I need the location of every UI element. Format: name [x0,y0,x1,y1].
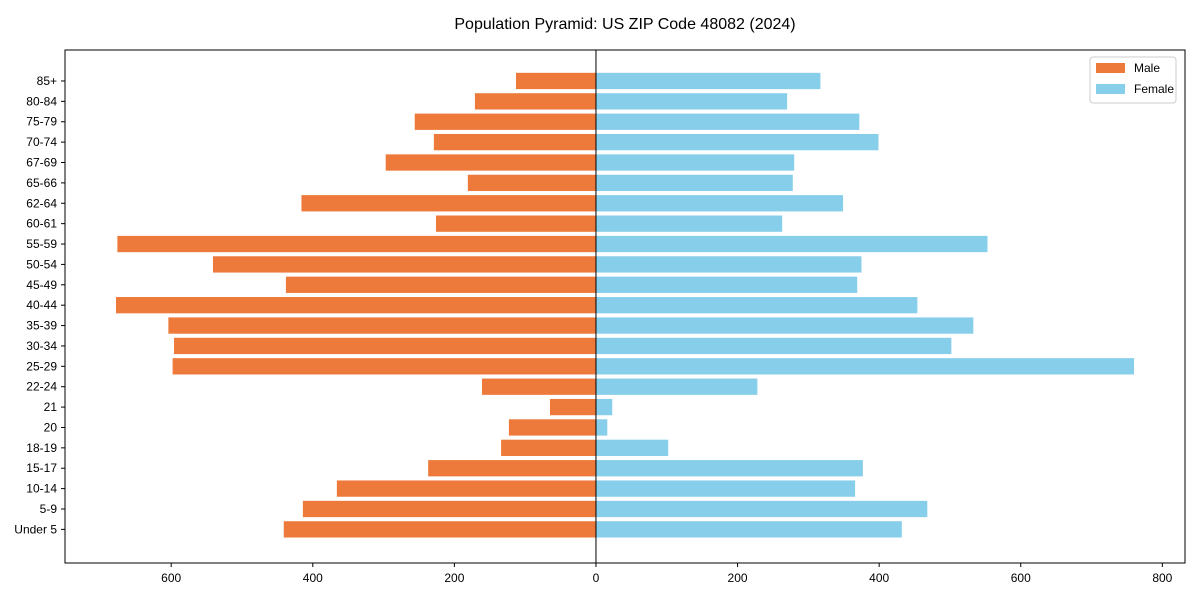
bar-female-75-79 [595,113,860,130]
bar-male-22-24 [481,378,596,395]
y-tick-label: 62-64 [26,196,57,210]
x-tick-label: 400 [303,571,323,585]
y-tick-label: 30-34 [26,339,57,353]
bar-male-85+ [515,72,596,90]
bar-male-40-44 [115,297,596,314]
legend-label-male: Male [1134,61,1160,75]
bar-female-50-54 [595,256,862,273]
legend: Male Female [1089,56,1177,104]
y-tick-label: 18-19 [26,441,57,455]
bar-male-60-61 [435,215,596,232]
y-tick-label: 67-69 [26,156,57,170]
bar-female-60-61 [595,215,783,232]
bar-male-70-74 [433,133,596,151]
bar-male-18-19 [501,439,596,456]
bar-male-62-64 [301,195,596,212]
bar-female-21 [595,398,613,416]
bar-male-30-34 [174,337,596,355]
y-tick-label: 35-39 [26,319,57,333]
bar-male-55-59 [117,235,596,253]
bar-female-80-84 [595,93,788,110]
bar-male-20 [508,419,596,436]
bar-female-5-9 [595,500,928,518]
bar-female-30-34 [595,337,952,355]
chart-title: Population Pyramid: US ZIP Code 48082 (2… [454,16,795,33]
bar-male-5-9 [302,500,596,518]
bar-female-55-59 [595,235,988,253]
bar-male-67-69 [385,154,596,171]
x-tick-label: 200 [728,571,748,585]
bar-female-25-29 [595,358,1135,375]
bar-female-15-17 [595,460,863,477]
bar-female-45-49 [595,276,858,293]
y-tick-label: 10-14 [26,482,57,496]
y-tick-label: 5-9 [40,502,58,516]
legend-label-female: Female [1134,82,1174,96]
x-tick-label: 600 [161,571,181,585]
y-tick-label: 65-66 [26,176,57,190]
bar-male-80-84 [474,93,596,110]
bar-female-22-24 [595,378,758,395]
x-tick-label: 600 [1011,571,1031,585]
bar-male-45-49 [285,276,596,293]
bar-male-15-17 [428,460,596,477]
bar-female-35-39 [595,317,974,334]
bar-male-35-39 [168,317,596,334]
y-tick-label: 80-84 [26,94,57,108]
x-tick-label: 0 [593,571,600,585]
legend-swatch-male [1096,63,1125,73]
y-tick-label: 22-24 [26,380,57,394]
y-tick-label: 15-17 [26,461,57,475]
bar-female-18-19 [595,439,669,456]
y-tick-label: 45-49 [26,278,57,292]
bar-male-25-29 [172,358,596,375]
y-tick-label: 60-61 [26,217,57,231]
y-tick-label: 50-54 [26,257,57,271]
x-tick-label: 400 [869,571,889,585]
bar-female-70-74 [595,133,879,151]
y-tick-label: 40-44 [26,298,57,312]
x-tick-label: 200 [444,571,464,585]
bar-female-Under 5 [595,521,902,538]
bar-female-62-64 [595,195,844,212]
y-tick-label: 21 [44,400,58,414]
y-tick-label: 70-74 [26,135,57,149]
bar-female-10-14 [595,480,856,497]
bar-female-67-69 [595,154,795,171]
y-tick-label: 25-29 [26,359,57,373]
y-tick-label: 75-79 [26,115,57,129]
y-tick-label: 20 [44,420,58,434]
bar-female-20 [595,419,608,436]
plot-frame [64,49,1186,564]
x-tick-label: 800 [1152,571,1172,585]
y-tick-label: 55-59 [26,237,57,251]
y-tick-label: Under 5 [14,522,57,536]
bar-male-21 [549,398,596,416]
legend-swatch-female [1096,84,1125,94]
bar-male-50-54 [212,256,596,273]
bar-male-65-66 [467,174,596,192]
bar-female-65-66 [595,174,793,192]
bar-female-40-44 [595,297,918,314]
y-tick-label: 85+ [37,74,57,88]
bar-male-Under 5 [283,521,596,538]
bar-male-75-79 [414,113,596,130]
bar-female-85+ [595,72,821,90]
bar-male-10-14 [336,480,596,497]
